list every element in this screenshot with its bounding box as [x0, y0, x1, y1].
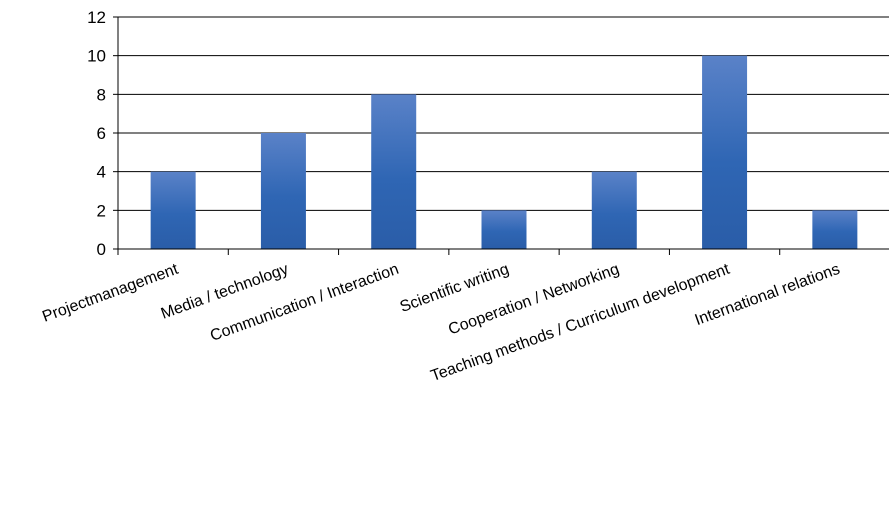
- y-tick-label: 2: [97, 201, 106, 220]
- bar: [371, 94, 417, 249]
- y-tick-label: 6: [97, 124, 106, 143]
- axes: [113, 16, 889, 255]
- y-tick-label: 8: [97, 85, 106, 104]
- bar: [150, 171, 196, 249]
- bar: [702, 55, 748, 249]
- y-tick-label: 12: [87, 8, 106, 27]
- y-tick-label: 0: [97, 240, 106, 259]
- gridlines: [118, 16, 889, 211]
- y-tick-label: 4: [97, 163, 106, 182]
- x-category-label: Projectmanagement: [40, 261, 181, 326]
- bars: [150, 55, 858, 249]
- bar: [260, 133, 306, 249]
- bar: [481, 210, 527, 249]
- bar: [812, 210, 858, 249]
- y-tick-label: 10: [87, 47, 106, 66]
- y-tick-labels: 0 2 4 6 8 10 12: [87, 8, 106, 259]
- bar: [591, 171, 637, 249]
- x-category-label: Communication / Interaction: [208, 261, 401, 345]
